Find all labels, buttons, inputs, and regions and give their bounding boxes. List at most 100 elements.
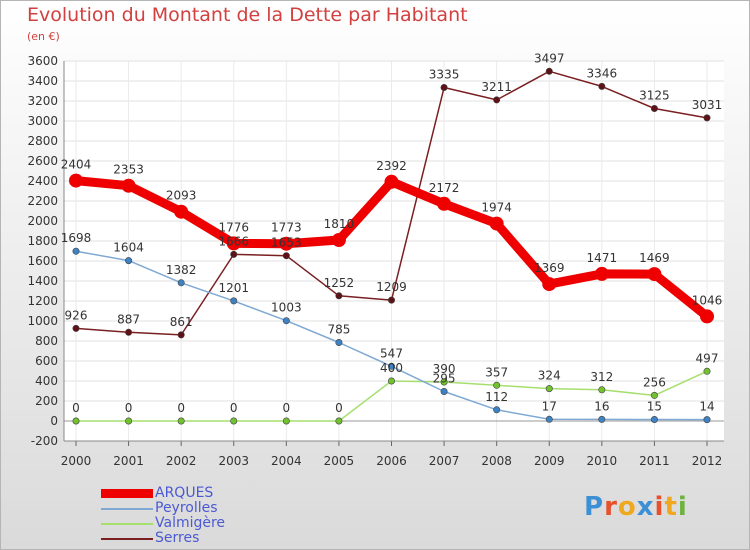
legend-swatch-serres — [101, 537, 153, 540]
data-label-serres: 1252 — [324, 276, 355, 290]
data-label-peyrolles: 547 — [380, 346, 403, 360]
data-label-arques: 1369 — [534, 261, 565, 275]
data-label-arques: 1046 — [692, 293, 723, 307]
data-point-arques — [489, 216, 504, 231]
y-tick-label: 400 — [35, 374, 58, 388]
data-point-serres — [282, 252, 290, 260]
y-tick-label: 2000 — [27, 214, 58, 228]
data-point-arques — [647, 267, 662, 282]
plot-area — [64, 61, 724, 441]
data-point-arques — [174, 204, 189, 219]
data-label-peyrolles: 1201 — [218, 281, 249, 295]
logo-letter: P — [584, 492, 605, 522]
data-label-serres: 887 — [117, 312, 140, 326]
data-label-valmigere: 0 — [230, 401, 238, 415]
data-label-serres: 3497 — [534, 51, 565, 65]
data-point-serres — [72, 324, 80, 332]
x-tick-label: 2012 — [692, 454, 723, 468]
legend-item-arques: ARQUES — [101, 486, 225, 501]
data-point-arques — [437, 196, 452, 211]
data-point-arques — [384, 174, 399, 189]
data-point-valmigere — [177, 417, 185, 425]
y-tick-label: 3400 — [27, 74, 58, 88]
data-label-serres: 861 — [170, 315, 193, 329]
data-label-arques: 2172 — [429, 181, 460, 195]
data-label-arques: 2353 — [113, 163, 144, 177]
data-point-arques — [594, 266, 609, 281]
data-label-peyrolles: 1382 — [166, 263, 197, 277]
x-tick-label: 2003 — [218, 454, 249, 468]
proxiti-logo: Proxiti — [584, 492, 688, 522]
y-tick-label: 2800 — [27, 134, 58, 148]
data-point-valmigere — [703, 367, 711, 375]
x-tick-label: 2008 — [481, 454, 512, 468]
data-point-valmigere — [387, 377, 395, 385]
data-point-valmigere — [282, 417, 290, 425]
data-label-arques: 1471 — [587, 251, 618, 265]
data-label-serres: 926 — [65, 308, 88, 322]
data-label-peyrolles: 14 — [699, 400, 714, 414]
data-label-valmigere: 0 — [283, 401, 291, 415]
x-tick-label: 2000 — [61, 454, 92, 468]
data-point-peyrolles — [72, 247, 80, 255]
y-tick-label: 1600 — [27, 254, 58, 268]
logo-letter: o — [617, 492, 637, 522]
x-tick-label: 2007 — [429, 454, 460, 468]
data-point-valmigere — [440, 378, 448, 386]
logo-letter: t — [664, 492, 678, 522]
data-point-arques — [121, 178, 136, 193]
legend-swatch-valmigere — [101, 522, 153, 525]
data-point-peyrolles — [440, 387, 448, 395]
x-tick-label: 2011 — [639, 454, 670, 468]
data-label-serres: 3125 — [639, 89, 670, 103]
data-point-serres — [177, 331, 185, 339]
x-tick-label: 2009 — [534, 454, 565, 468]
data-label-arques: 2093 — [166, 189, 197, 203]
data-label-valmigere: 0 — [125, 401, 133, 415]
data-label-valmigere: 357 — [485, 365, 508, 379]
data-point-arques — [226, 236, 241, 251]
y-tick-label: 2400 — [27, 174, 58, 188]
data-label-arques: 1776 — [218, 220, 249, 234]
data-label-valmigere: 0 — [335, 401, 343, 415]
data-point-valmigere — [493, 381, 501, 389]
data-point-arques — [542, 277, 557, 292]
data-point-serres — [387, 296, 395, 304]
data-point-peyrolles — [230, 297, 238, 305]
x-tick-label: 2004 — [271, 454, 302, 468]
data-point-peyrolles — [493, 406, 501, 414]
x-tick-label: 2010 — [587, 454, 618, 468]
data-label-peyrolles: 15 — [647, 400, 662, 414]
legend-item-peyrolles: Peyrolles — [101, 501, 225, 516]
chart-legend: ARQUES Peyrolles Valmigère Serres — [101, 486, 225, 546]
logo-letter: i — [677, 492, 688, 522]
data-label-arques: 2404 — [61, 158, 92, 172]
x-tick-label: 2001 — [113, 454, 144, 468]
data-point-arques — [331, 233, 346, 247]
y-tick-label: 1200 — [27, 294, 58, 308]
y-tick-label: 200 — [35, 394, 58, 408]
data-label-arques: 1469 — [639, 251, 670, 265]
data-label-peyrolles: 112 — [485, 390, 508, 404]
data-label-valmigere: 312 — [590, 370, 613, 384]
data-point-peyrolles — [177, 279, 185, 287]
data-label-peyrolles: 1003 — [271, 301, 302, 315]
y-tick-label: -200 — [31, 434, 58, 448]
data-label-arques: 1974 — [481, 201, 512, 215]
data-point-valmigere — [545, 385, 553, 393]
data-label-peyrolles: 1698 — [61, 231, 92, 245]
data-point-arques — [69, 173, 83, 188]
data-label-serres: 1666 — [218, 234, 249, 248]
data-label-serres: 3346 — [587, 66, 618, 80]
data-point-serres — [598, 82, 606, 90]
data-point-serres — [493, 96, 501, 104]
data-label-valmigere: 256 — [643, 375, 666, 389]
data-point-peyrolles — [598, 415, 606, 423]
y-tick-label: 1000 — [27, 314, 58, 328]
y-tick-label: 1800 — [27, 234, 58, 248]
chart-title: Evolution du Montant de la Dette par Hab… — [27, 4, 468, 26]
logo-letter: r — [604, 492, 618, 522]
data-point-valmigere — [230, 417, 238, 425]
data-point-valmigere — [598, 386, 606, 394]
